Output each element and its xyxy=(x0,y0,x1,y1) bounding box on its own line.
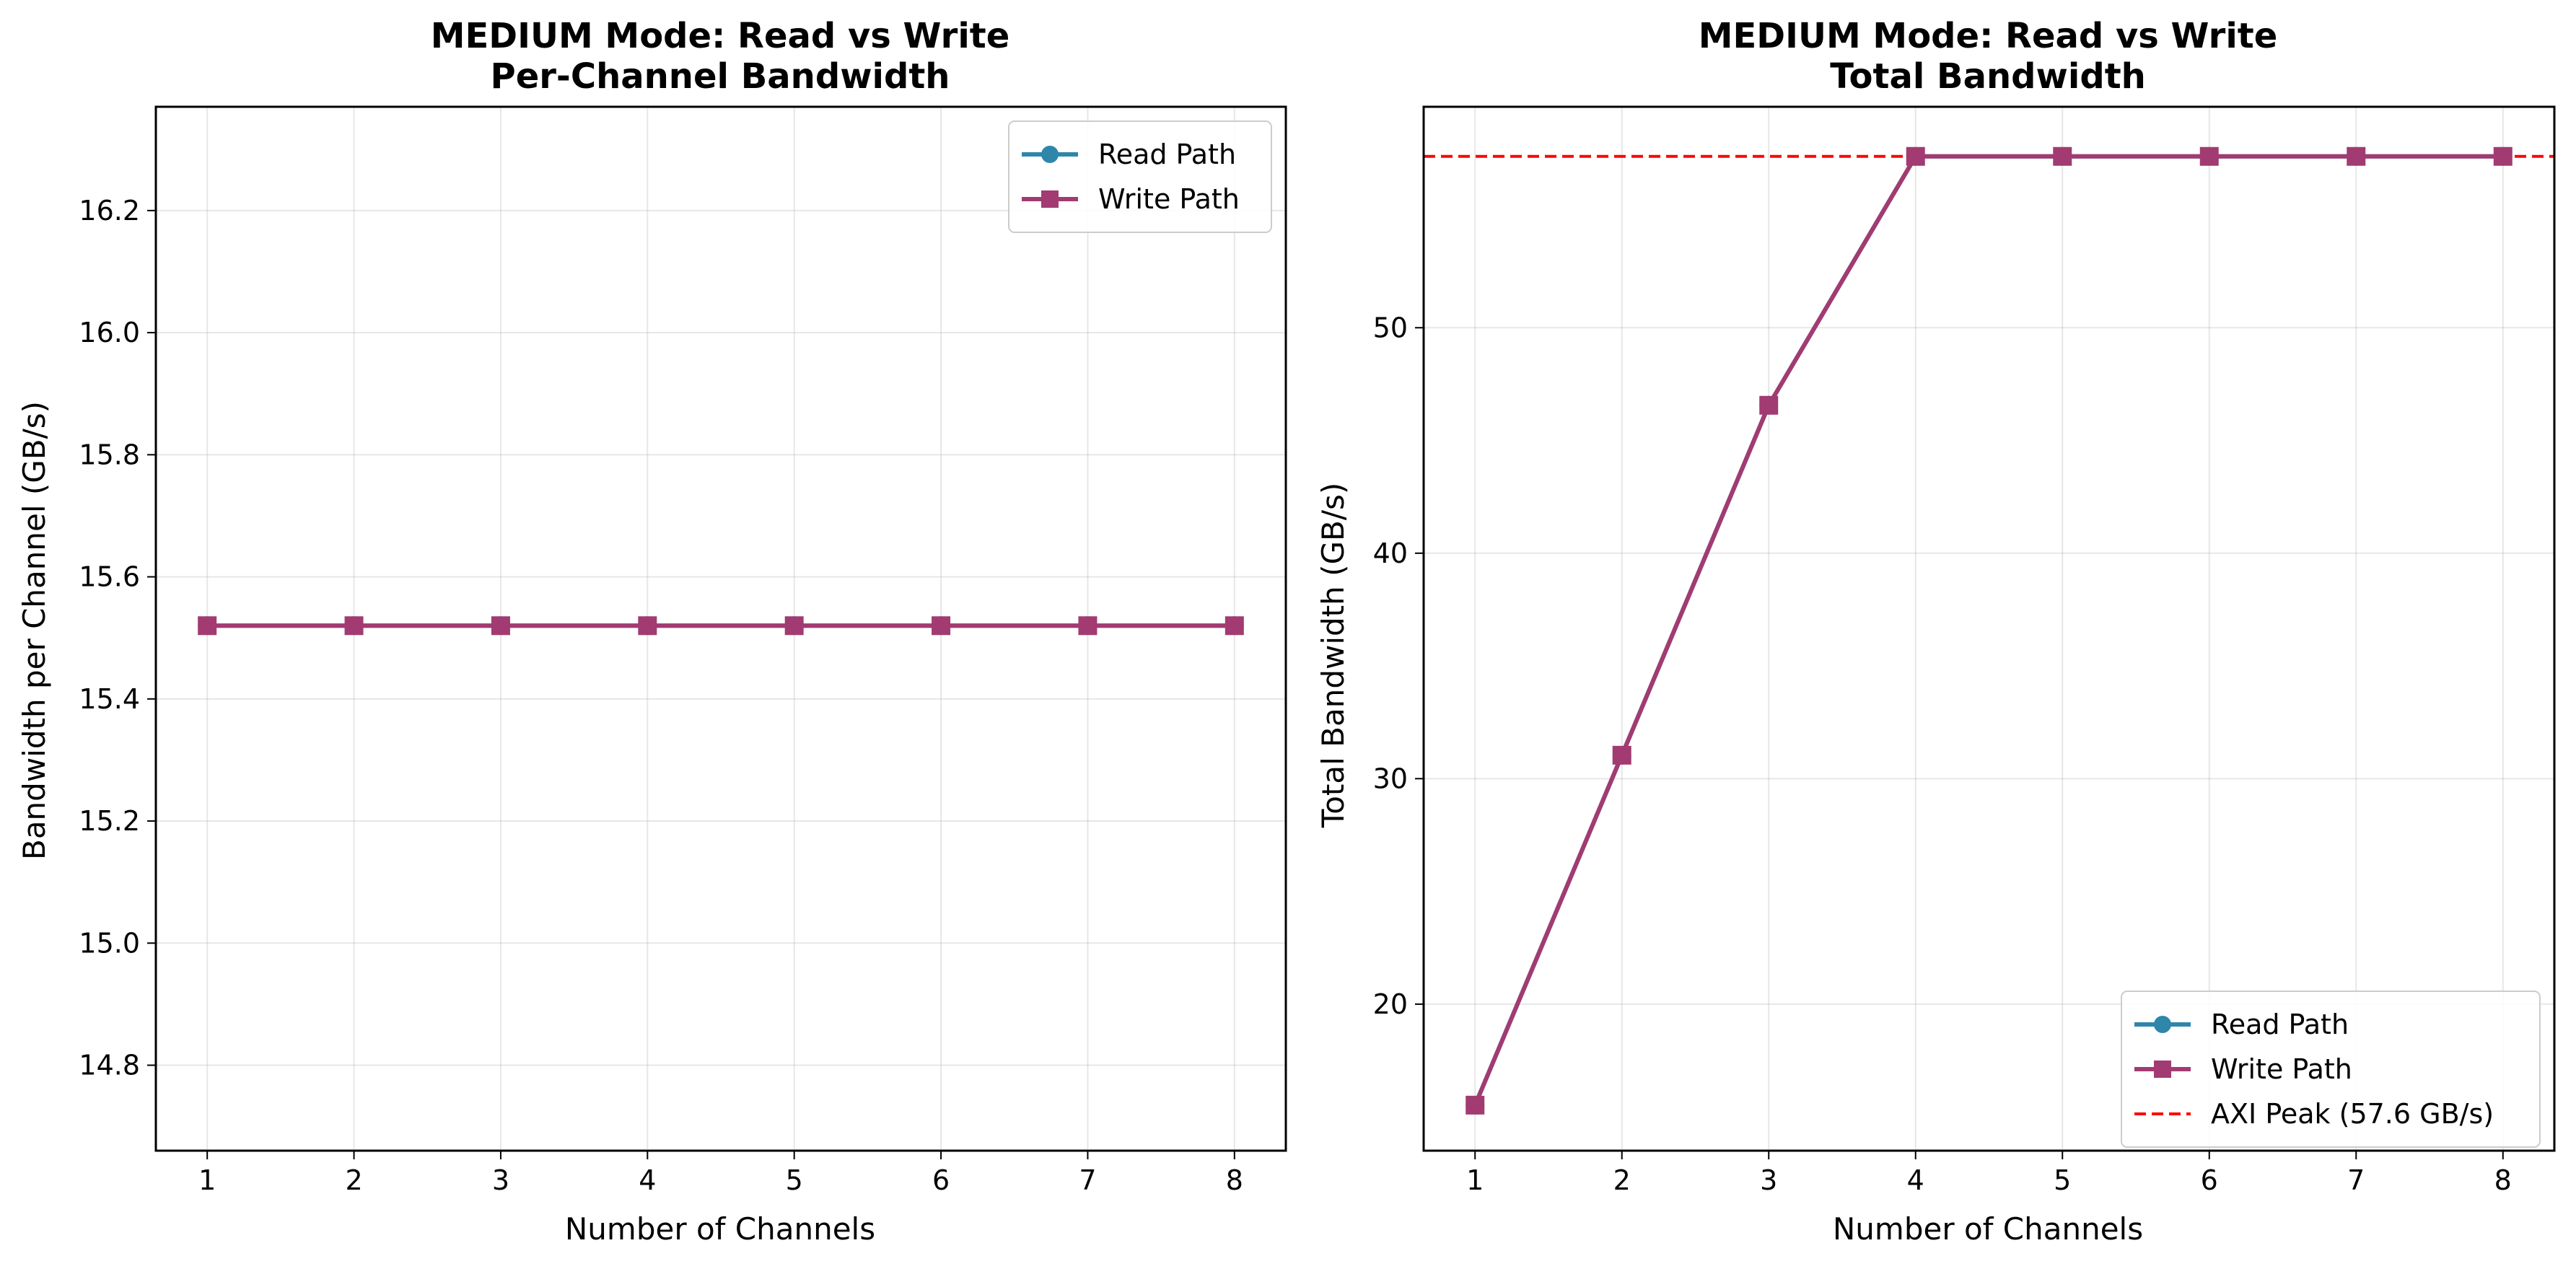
write-path-point xyxy=(1078,616,1098,636)
x-tick-label: 5 xyxy=(2054,1164,2071,1196)
x-tick-label: 6 xyxy=(2201,1164,2218,1196)
axis-ticks: 1 2 3 4 5 6 7 8 14.8 15.0 15.2 15.4 15.6 15.8 16.0 16.2 xyxy=(79,195,1243,1196)
y-tick-label: 15.4 xyxy=(79,683,140,715)
legend: Read Path Write Path xyxy=(1008,120,1272,233)
y-tick-label: 20 xyxy=(1373,988,1408,1020)
write-path-point xyxy=(932,616,951,636)
x-tick-label: 2 xyxy=(345,1164,362,1196)
legend-marker-write-path xyxy=(1041,190,1059,208)
y-tick-label: 30 xyxy=(1373,763,1408,794)
x-axis-label: Number of Channels xyxy=(1833,1211,2143,1247)
read-path-line xyxy=(1473,154,2503,1107)
plot-frame xyxy=(154,105,1287,1152)
x-tick-label: 2 xyxy=(1613,1164,1631,1196)
y-tick-label: 16.2 xyxy=(79,195,140,227)
write-path-point xyxy=(1466,1095,1485,1115)
y-tick-label: 14.8 xyxy=(79,1050,140,1081)
legend-label: Write Path xyxy=(2211,1053,2352,1085)
write-path-point xyxy=(1225,616,1244,636)
legend-marker-read-path xyxy=(1041,146,1059,163)
total-bandwidth-chart: MEDIUM Mode: Read vs Write Total Bandwid… xyxy=(1315,16,2556,1247)
x-tick-label: 4 xyxy=(639,1164,656,1196)
x-tick-label: 8 xyxy=(2494,1164,2512,1196)
x-tick-label: 1 xyxy=(198,1164,216,1196)
per-channel-bandwidth-chart: MEDIUM Mode: Read vs Write Per-Channel B… xyxy=(17,16,1287,1247)
axis-ticks: 1 2 3 4 5 6 7 8 20 30 40 50 xyxy=(1373,312,2512,1196)
x-tick-label: 3 xyxy=(492,1164,509,1196)
legend-label: AXI Peak (57.6 GB/s) xyxy=(2211,1098,2494,1130)
plot-series xyxy=(1424,146,2554,1115)
write-path-point xyxy=(2199,146,2219,166)
write-path-line xyxy=(1473,154,2503,1107)
write-path-point xyxy=(638,616,657,636)
write-path-point xyxy=(344,616,364,636)
write-path-point xyxy=(491,616,510,636)
y-tick-label: 15.2 xyxy=(79,805,140,837)
legend-box xyxy=(1008,120,1272,233)
x-tick-label: 4 xyxy=(1907,1164,1924,1196)
legend-box xyxy=(2121,991,2541,1148)
x-axis-label: Number of Channels xyxy=(565,1211,875,1247)
plot-frame xyxy=(1422,105,2556,1152)
y-tick-label: 15.0 xyxy=(79,927,140,959)
x-tick-label: 5 xyxy=(786,1164,803,1196)
legend-marker-write-path xyxy=(2154,1061,2171,1078)
legend-label: Read Path xyxy=(1098,139,1236,170)
x-tick-label: 8 xyxy=(1226,1164,1243,1196)
y-axis-label: Bandwidth per Channel (GB/s) xyxy=(17,401,52,860)
y-tick-label: 50 xyxy=(1373,312,1408,343)
y-tick-label: 16.0 xyxy=(79,317,140,348)
legend: Read Path Write Path AXI Peak (57.6 GB/s) xyxy=(2121,991,2541,1148)
legend-label: Read Path xyxy=(2211,1009,2349,1040)
write-path-point xyxy=(1906,146,1925,166)
chart-title: MEDIUM Mode: Read vs Write xyxy=(431,16,1010,56)
write-path-point xyxy=(1759,395,1779,415)
write-path-point xyxy=(2347,146,2366,166)
write-path-point xyxy=(784,616,804,636)
x-tick-label: 1 xyxy=(1466,1164,1484,1196)
write-path-point xyxy=(2053,146,2072,166)
y-tick-label: 15.6 xyxy=(79,561,140,593)
legend-marker-read-path xyxy=(2154,1016,2171,1033)
chart-title: MEDIUM Mode: Read vs Write xyxy=(1699,16,2278,56)
write-path-point xyxy=(2493,146,2513,166)
chart-subtitle: Per-Channel Bandwidth xyxy=(491,56,950,97)
x-tick-label: 6 xyxy=(932,1164,950,1196)
x-tick-label: 7 xyxy=(1079,1164,1096,1196)
write-path-point xyxy=(1612,745,1631,765)
y-axis-label: Total Bandwidth (GB/s) xyxy=(1315,483,1351,829)
write-path-point xyxy=(198,616,217,636)
chart-subtitle: Total Bandwidth xyxy=(1830,56,2146,97)
plot-series xyxy=(198,616,1244,636)
x-tick-label: 3 xyxy=(1760,1164,1777,1196)
y-tick-label: 15.8 xyxy=(79,439,140,470)
grid xyxy=(156,107,1286,1151)
y-tick-label: 40 xyxy=(1373,537,1408,569)
x-tick-label: 7 xyxy=(2347,1164,2365,1196)
legend-label: Write Path xyxy=(1098,183,1240,215)
